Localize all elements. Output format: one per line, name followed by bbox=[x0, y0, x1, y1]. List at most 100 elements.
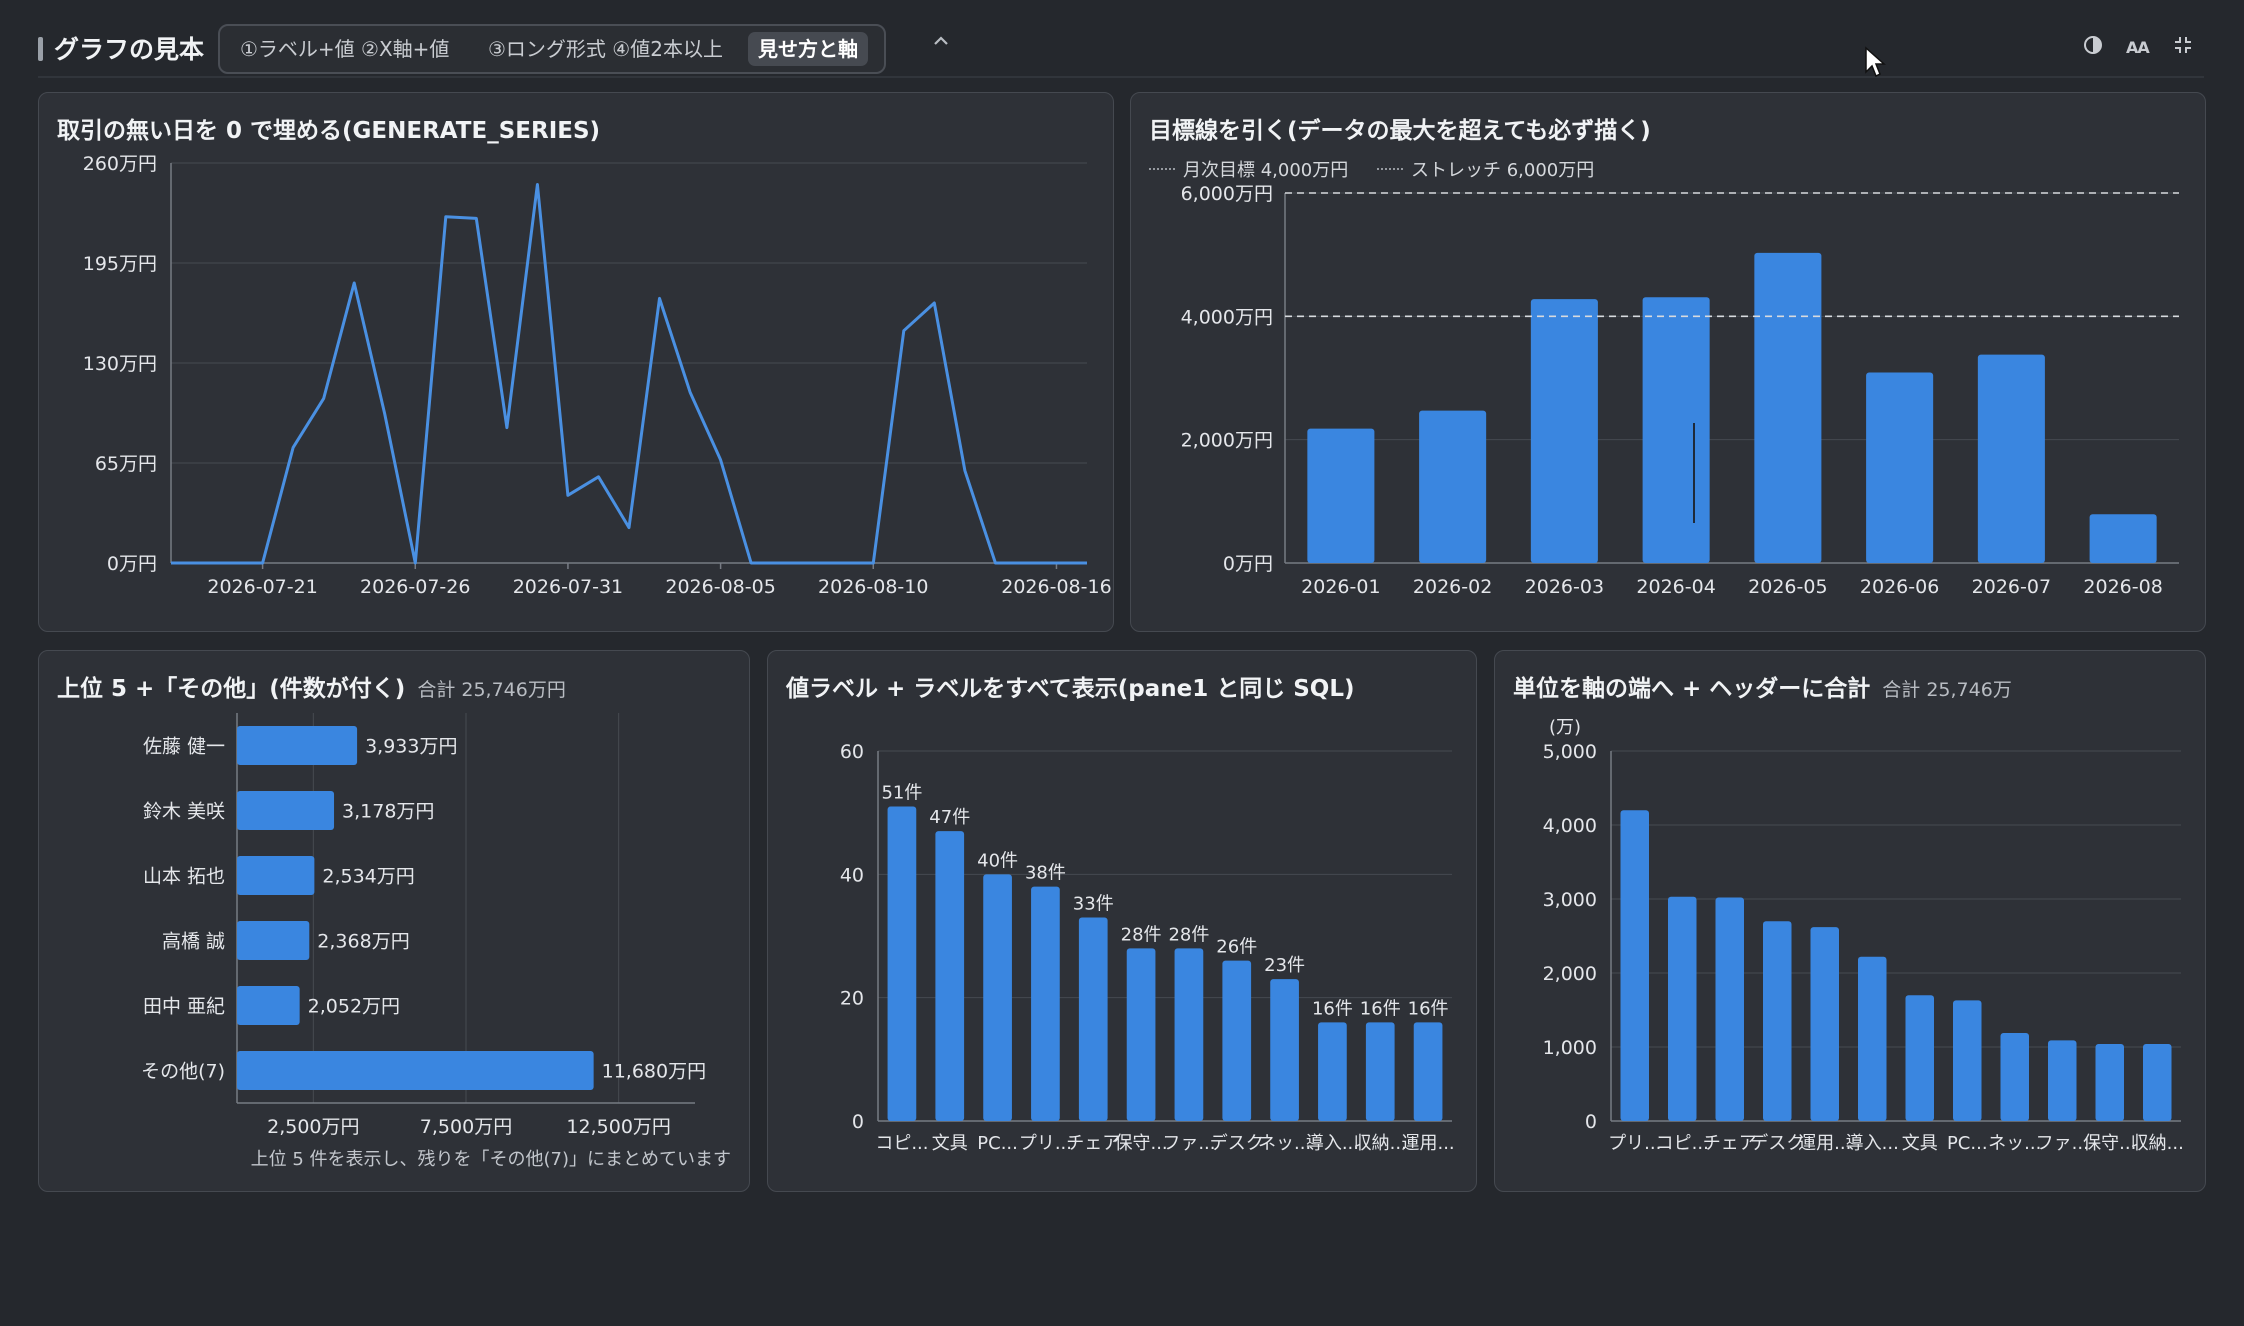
y-tick-label: 40 bbox=[840, 864, 864, 886]
bar bbox=[1174, 948, 1204, 1121]
mouse-cursor-icon bbox=[1864, 46, 1888, 78]
y-tick-label: 0 bbox=[852, 1111, 864, 1133]
bar bbox=[1270, 979, 1299, 1121]
bar bbox=[1031, 886, 1060, 1121]
y-tick-label: 1,000 bbox=[1543, 1037, 1597, 1059]
tab-presentation-axis[interactable]: 見せ方と軸 bbox=[748, 32, 868, 66]
x-tick-label: 運用... bbox=[1401, 1133, 1454, 1154]
data-label: 16件 bbox=[1312, 998, 1353, 1019]
panel-title-text: 単位を軸の端へ + ヘッダーに合計 bbox=[1513, 676, 1871, 702]
panel-title: 目標線を引く(データの最大を超えても必ず描く) bbox=[1149, 118, 1651, 144]
bar bbox=[1365, 1022, 1395, 1121]
panel-title: 値ラベル + ラベルをすべて表示(pane1 と同じ SQL) bbox=[786, 676, 1355, 702]
y-tick-label: 高橋 誠 bbox=[162, 931, 225, 953]
data-label: 28件 bbox=[1168, 924, 1209, 945]
x-tick-label: 2026-08 bbox=[2083, 576, 2162, 598]
x-tick-label: ファ... bbox=[1162, 1133, 1215, 1154]
x-tick-label: 2026-08-10 bbox=[818, 576, 928, 598]
data-label: 38件 bbox=[1025, 863, 1066, 884]
x-tick-label: 2026-04 bbox=[1636, 576, 1715, 598]
x-tick-label: 2026-05 bbox=[1748, 576, 1827, 598]
x-tick-label: チェア bbox=[1703, 1133, 1757, 1154]
font-size-icon[interactable]: AA bbox=[2126, 38, 2150, 57]
x-tick-label: 7,500万円 bbox=[420, 1116, 512, 1138]
bar bbox=[1530, 299, 1598, 563]
series-line bbox=[171, 183, 1087, 565]
y-tick-label: 4,000 bbox=[1543, 815, 1597, 837]
data-label: 2,368万円 bbox=[317, 931, 409, 953]
tab-group: ①ラベル+値 ②X軸+値 ③ロング形式 ④値2本以上 見せ方と軸 bbox=[218, 24, 886, 74]
panel-value-labels: 値ラベル + ラベルをすべて表示(pane1 と同じ SQL) 0 20 40 60 5… bbox=[767, 650, 1477, 1192]
x-tick-label: 導入... bbox=[1846, 1133, 1899, 1154]
bar bbox=[1905, 995, 1934, 1121]
bar bbox=[237, 726, 358, 765]
y-tick-label: 4,000万円 bbox=[1181, 306, 1273, 328]
bar bbox=[1078, 917, 1108, 1121]
title-accent-bar bbox=[38, 37, 43, 61]
data-label: 3,178万円 bbox=[342, 801, 434, 823]
y-tick-label: 0万円 bbox=[1223, 553, 1273, 575]
bar bbox=[2089, 514, 2157, 563]
toolbar-divider bbox=[38, 76, 2204, 78]
x-tick-label: デスク bbox=[1210, 1133, 1264, 1154]
y-tick-label: 260万円 bbox=[83, 153, 157, 175]
bar bbox=[1866, 372, 1934, 563]
x-tick-label: 2026-01 bbox=[1301, 576, 1380, 598]
tab-long-format-multi-value[interactable]: ③ロング形式 ④値2本以上 bbox=[488, 37, 723, 61]
x-tick-label: 2026-07 bbox=[1972, 576, 2051, 598]
data-label: 16件 bbox=[1408, 998, 1449, 1019]
x-tick-label: 2026-08-16 bbox=[1001, 576, 1111, 598]
data-label: 40件 bbox=[977, 850, 1018, 871]
panel-title: 上位 5 +「その他」(件数が付く) 合計 25,746万円 bbox=[57, 669, 566, 703]
bar bbox=[1642, 297, 1710, 563]
bar-chart-target: 0万円 2,000万円 4,000万円 6,000万円 2026-01 2026-02 20… bbox=[1149, 160, 2179, 598]
bar bbox=[1953, 1000, 1982, 1121]
x-tick-label: 2,500万円 bbox=[267, 1116, 359, 1138]
x-tick-label: ファ... bbox=[2036, 1133, 2089, 1154]
bar bbox=[2048, 1040, 2077, 1121]
bar bbox=[237, 1051, 594, 1090]
x-tick-label: プリ... bbox=[1608, 1133, 1661, 1154]
y-tick-label: 鈴木 美咲 bbox=[143, 801, 225, 823]
legend-label: ストレッチ 6,000万円 bbox=[1411, 160, 1594, 181]
x-tick-label: 2026-08-05 bbox=[665, 576, 775, 598]
bar bbox=[1307, 428, 1375, 563]
bar bbox=[1858, 956, 1887, 1121]
exit-fullscreen-icon[interactable] bbox=[2172, 34, 2200, 62]
bar bbox=[935, 831, 965, 1121]
panel-total: 合計 25,746万円 bbox=[417, 679, 566, 701]
bar bbox=[887, 806, 917, 1121]
data-label: 51件 bbox=[881, 783, 922, 804]
toolbar: グラフの見本 ①ラベル+値 ②X軸+値 ③ロング形式 ④値2本以上 見せ方と軸 … bbox=[0, 0, 2244, 98]
bar bbox=[1222, 960, 1252, 1121]
bar-chart-axis-unit: (万) 0 1,000 2,000 3,000 4,000 5,000 プリ...コピ...チ… bbox=[1543, 717, 2184, 1154]
tab-label-value-x-axis[interactable]: ①ラベル+値 ②X軸+値 bbox=[240, 37, 450, 61]
page-title: グラフの見本 bbox=[54, 35, 205, 64]
bar bbox=[1413, 1022, 1443, 1121]
data-label: 28件 bbox=[1121, 924, 1162, 945]
x-tick-label: 保守... bbox=[1114, 1133, 1167, 1154]
y-tick-label: 0 bbox=[1585, 1111, 1597, 1133]
x-tick-label: プリ... bbox=[1019, 1133, 1072, 1154]
chevron-up-icon[interactable] bbox=[928, 30, 954, 56]
panel-top5-others: 上位 5 +「その他」(件数が付く) 合計 25,746万円 2,500万円 7,5… bbox=[38, 650, 750, 1192]
bar bbox=[237, 791, 335, 830]
bar bbox=[2000, 1032, 2029, 1121]
x-tick-label: 2026-03 bbox=[1525, 576, 1604, 598]
x-tick-label: 保守... bbox=[2083, 1133, 2136, 1154]
x-tick-label: 収納... bbox=[2131, 1133, 2184, 1154]
panel-title: 取引の無い日を 0 で埋める(GENERATE_SERIES) bbox=[57, 118, 601, 144]
bar bbox=[237, 856, 315, 895]
panel-total: 合計 25,746万 bbox=[1882, 679, 2012, 701]
bar bbox=[1810, 927, 1839, 1121]
y-tick-label: 65万円 bbox=[95, 453, 157, 475]
bar bbox=[983, 874, 1012, 1121]
x-tick-label: 2026-06 bbox=[1860, 576, 1939, 598]
x-tick-label: 12,500万円 bbox=[566, 1116, 670, 1138]
bar bbox=[1977, 354, 2045, 563]
panel-title: 単位を軸の端へ + ヘッダーに合計 合計 25,746万 bbox=[1513, 669, 2012, 703]
contrast-icon[interactable] bbox=[2082, 34, 2110, 62]
data-label: 3,933万円 bbox=[365, 736, 457, 758]
y-tick-label: 田中 亜紀 bbox=[143, 996, 225, 1018]
